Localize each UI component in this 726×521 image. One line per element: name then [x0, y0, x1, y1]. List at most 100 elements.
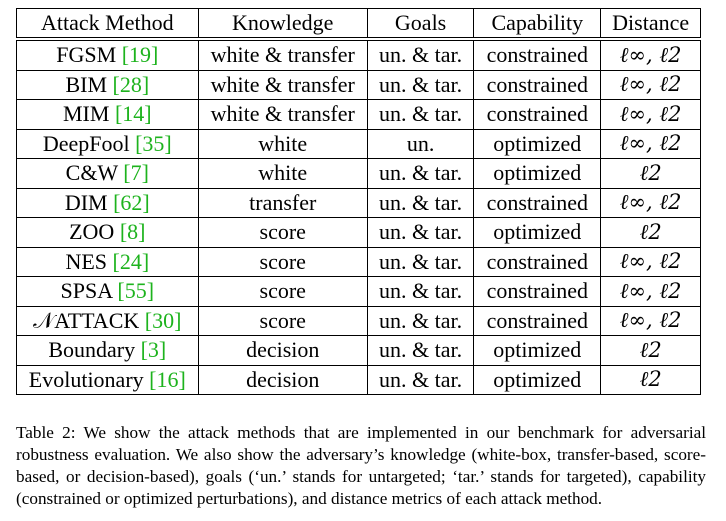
- cell-goals: un. & tar.: [366, 246, 475, 277]
- cell-knowledge: white & transfer: [197, 38, 368, 71]
- cell-goals: un. & tar.: [366, 335, 475, 366]
- cell-distance: ℓ∞, ℓ2: [600, 128, 701, 159]
- table-row: C&W [7] white un. & tar. optimized ℓ2: [16, 158, 701, 189]
- citation-link[interactable]: [14]: [114, 101, 152, 127]
- cell-knowledge: white & transfer: [197, 99, 368, 130]
- cell-goals: un. & tar.: [366, 69, 475, 100]
- cell-knowledge: score: [197, 305, 368, 336]
- citation-link[interactable]: [62]: [113, 189, 150, 215]
- table-header: Attack Method Knowledge Goals Capability…: [16, 8, 701, 41]
- cell-capability: optimized: [473, 217, 602, 248]
- cell-knowledge: score: [197, 276, 368, 307]
- header-knowledge: Knowledge: [197, 8, 368, 41]
- cell-attack-method: Evolutionary [16]: [16, 364, 199, 395]
- method-name: DIM: [64, 189, 108, 215]
- cell-attack-method: BIM [28]: [16, 69, 199, 100]
- cell-capability: constrained: [473, 69, 602, 100]
- table-row: MIM [14] white & transfer un. & tar. con…: [16, 99, 701, 130]
- cell-attack-method: 𝒩ATTACK [30]: [16, 305, 199, 336]
- cell-distance: ℓ∞, ℓ2: [600, 38, 701, 71]
- table-row: NES [24] score un. & tar. constrained ℓ∞…: [16, 246, 701, 277]
- table-row: Boundary [3] decision un. & tar. optimiz…: [16, 335, 701, 366]
- cell-knowledge: white: [197, 128, 368, 159]
- cell-distance: ℓ2: [600, 335, 701, 366]
- cell-knowledge: score: [197, 246, 368, 277]
- table-row: ZOO [8] score un. & tar. optimized ℓ2: [16, 217, 701, 248]
- cell-attack-method: DeepFool [35]: [16, 128, 199, 159]
- citation-link[interactable]: [55]: [117, 278, 155, 304]
- cell-goals: un. & tar.: [366, 158, 475, 189]
- citation-link[interactable]: [35]: [135, 130, 172, 156]
- cell-attack-method: C&W [7]: [16, 158, 199, 189]
- citation-link[interactable]: [16]: [149, 366, 186, 392]
- citation-link[interactable]: [28]: [112, 71, 150, 97]
- cell-distance: ℓ∞, ℓ2: [600, 99, 701, 130]
- header-row: Attack Method Knowledge Goals Capability…: [16, 8, 701, 41]
- table-row: FGSM [19] white & transfer un. & tar. co…: [16, 38, 701, 71]
- method-name: 𝒩ATTACK: [33, 307, 140, 333]
- cell-capability: constrained: [473, 99, 602, 130]
- cell-attack-method: MIM [14]: [16, 99, 199, 130]
- method-name: BIM: [65, 71, 107, 97]
- cell-attack-method: FGSM [19]: [16, 38, 199, 71]
- cell-goals: un. & tar.: [366, 38, 475, 71]
- method-name: FGSM: [56, 42, 117, 68]
- cell-distance: ℓ∞, ℓ2: [600, 246, 701, 277]
- cell-attack-method: SPSA [55]: [16, 276, 199, 307]
- cell-goals: un. & tar.: [366, 217, 475, 248]
- table-body: FGSM [19] white & transfer un. & tar. co…: [16, 38, 701, 395]
- cell-attack-method: ZOO [8]: [16, 217, 199, 248]
- cell-knowledge: white & transfer: [197, 69, 368, 100]
- cell-goals: un. & tar.: [366, 99, 475, 130]
- method-name: ZOO: [69, 219, 115, 245]
- cell-distance: ℓ∞, ℓ2: [600, 69, 701, 100]
- cell-knowledge: white: [197, 158, 368, 189]
- cell-knowledge: decision: [197, 335, 368, 366]
- cell-distance: ℓ2: [600, 158, 701, 189]
- cell-goals: un. & tar.: [366, 187, 475, 218]
- header-capability: Capability: [473, 8, 602, 41]
- table-row: SPSA [55] score un. & tar. constrained ℓ…: [16, 276, 701, 307]
- cell-capability: optimized: [473, 158, 602, 189]
- table-caption: Table 2: We show the attack methods that…: [16, 423, 706, 508]
- table-row: BIM [28] white & transfer un. & tar. con…: [16, 69, 701, 100]
- method-name: C&W: [65, 160, 118, 186]
- cell-attack-method: NES [24]: [16, 246, 199, 277]
- cell-goals: un. & tar.: [366, 364, 475, 395]
- method-name: DeepFool: [42, 130, 130, 156]
- cell-goals: un. & tar.: [366, 305, 475, 336]
- cell-knowledge: decision: [197, 364, 368, 395]
- cell-goals: un.: [366, 128, 475, 159]
- table-row: 𝒩ATTACK [30] score un. & tar. constraine…: [16, 305, 701, 336]
- citation-link[interactable]: [30]: [144, 307, 182, 333]
- citation-link[interactable]: [8]: [119, 219, 146, 245]
- header-distance: Distance: [600, 8, 701, 41]
- citation-link[interactable]: [24]: [112, 248, 150, 274]
- cell-knowledge: score: [197, 217, 368, 248]
- cell-distance: ℓ∞, ℓ2: [600, 187, 701, 218]
- method-name: NES: [65, 248, 107, 274]
- header-attack-method: Attack Method: [16, 8, 199, 41]
- cell-distance: ℓ∞, ℓ2: [600, 276, 701, 307]
- cell-attack-method: Boundary [3]: [16, 335, 199, 366]
- header-goals: Goals: [366, 8, 475, 41]
- citation-link[interactable]: [3]: [140, 337, 167, 363]
- method-name: SPSA: [60, 278, 112, 304]
- attack-methods-table: Attack Method Knowledge Goals Capability…: [16, 8, 701, 395]
- cell-capability: optimized: [473, 128, 602, 159]
- cell-distance: ℓ∞, ℓ2: [600, 305, 701, 336]
- cell-attack-method: DIM [62]: [16, 187, 199, 218]
- cell-capability: constrained: [473, 187, 602, 218]
- cell-distance: ℓ2: [600, 217, 701, 248]
- cell-capability: constrained: [473, 38, 602, 71]
- cell-capability: constrained: [473, 246, 602, 277]
- method-name: Boundary: [48, 337, 136, 363]
- method-name: MIM: [63, 101, 110, 127]
- table-row: Evolutionary [16] decision un. & tar. op…: [16, 364, 701, 395]
- citation-link[interactable]: [19]: [121, 42, 159, 68]
- citation-link[interactable]: [7]: [123, 160, 149, 186]
- cell-knowledge: transfer: [197, 187, 368, 218]
- cell-capability: constrained: [473, 305, 602, 336]
- cell-capability: optimized: [473, 335, 602, 366]
- table-row: DIM [62] transfer un. & tar. constrained…: [16, 187, 701, 218]
